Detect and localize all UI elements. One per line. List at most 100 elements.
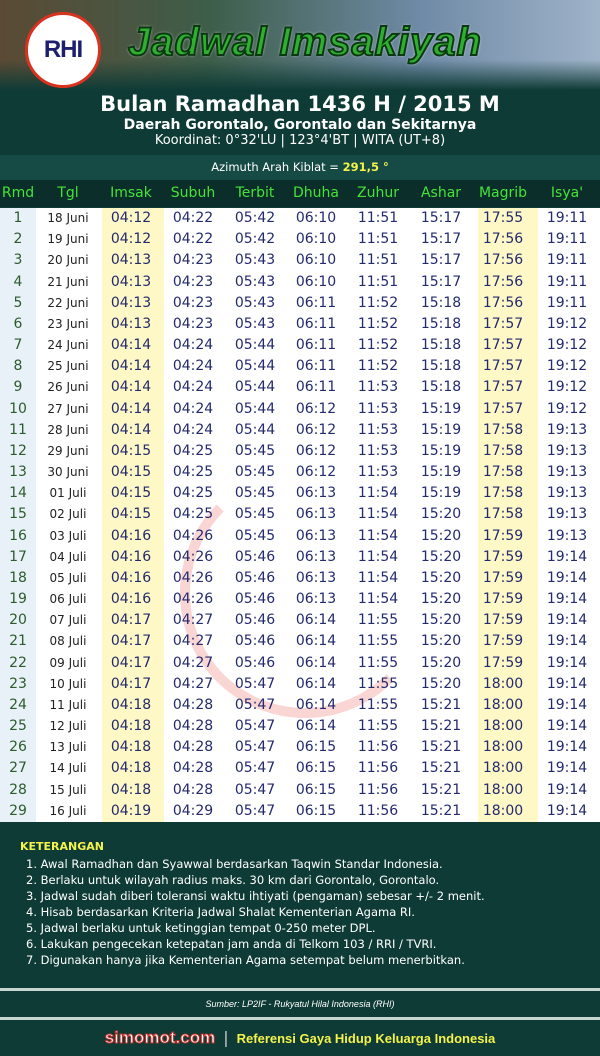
cell-isya: 19:13 [546,485,588,502]
cell-imsak: 04:16 [110,591,152,608]
cell-tgl: 14 Juli [49,761,87,776]
cell-rmd: 4 [0,271,36,293]
cell-isya: 19:14 [546,739,588,756]
cell-tgl: 04 Juli [49,549,87,564]
table-row: 24 11 Juli 04:18 04:28 05:47 06:14 11:55 15:21 1… [0,694,600,717]
cell-rmd: 2 [0,229,36,251]
cell-tgl: 08 Juli [49,634,87,649]
cell-subuh: 04:27 [172,675,214,692]
cell-ashar: 15:20 [420,527,462,544]
cell-tgl: 13 Juli [49,740,87,755]
cell-magrib: 18:00 [482,696,524,713]
schedule-table: 1 18 Juni 04:12 04:22 05:42 06:10 11:51 15:17 17… [0,208,600,822]
table-row: 19 06 Juli 04:16 04:26 05:46 06:13 11:54 15:20 1… [0,589,600,611]
cell-ashar: 15:17 [420,210,462,226]
cell-rmd: 3 [0,250,36,272]
cell-dhuha: 06:13 [295,527,337,544]
cell-isya: 19:14 [546,654,588,671]
cell-imsak: 04:14 [110,421,152,438]
cell-magrib: 17:58 [482,442,524,459]
cell-tgl: 06 Juli [49,592,87,607]
cell-rmd: 15 [0,504,36,526]
cell-dhuha: 06:13 [295,548,337,565]
cell-imsak: 04:12 [110,210,152,226]
cell-zuhur: 11:53 [357,379,399,396]
cell-isya: 19:11 [546,273,588,290]
cell-zuhur: 11:52 [357,358,399,375]
cell-imsak: 04:13 [110,294,152,311]
column-header: Ashar [420,185,462,201]
cell-dhuha: 06:14 [295,654,337,671]
cell-imsak: 04:13 [110,252,152,269]
cell-magrib: 17:59 [482,591,524,608]
cell-terbit: 05:44 [234,358,276,375]
cell-imsak: 04:16 [110,569,152,586]
cell-magrib: 18:00 [482,802,524,819]
cell-isya: 19:14 [546,781,588,798]
cell-rmd: 20 [0,610,36,632]
cell-terbit: 05:47 [234,739,276,756]
cell-tgl: 25 Juni [47,359,89,374]
cell-zuhur: 11:55 [357,696,399,713]
cell-dhuha: 06:12 [295,464,337,481]
table-row: 3 20 Juni 04:13 04:23 05:43 06:10 11:51 15:17 17… [0,250,600,272]
cell-isya: 19:12 [546,400,588,417]
cell-ashar: 15:20 [420,506,462,523]
cell-subuh: 04:27 [172,612,214,629]
cell-subuh: 04:26 [172,527,214,544]
cell-tgl: 18 Juni [47,211,89,225]
cell-ashar: 15:19 [420,464,462,481]
notes: KETERANGAN 1. Awal Ramadhan dan Syawwal … [0,826,600,986]
cell-subuh: 04:23 [172,252,214,269]
cell-ashar: 15:21 [420,696,462,713]
cell-rmd: 25 [0,716,36,738]
cell-terbit: 05:46 [234,569,276,586]
cell-dhuha: 06:13 [295,591,337,608]
note-item: 1. Awal Ramadhan dan Syawwal berdasarkan… [26,857,443,871]
cell-terbit: 05:44 [234,337,276,354]
cell-dhuha: 06:10 [295,231,337,248]
cell-zuhur: 11:52 [357,315,399,332]
azimuth-value: 291,5 ° [342,160,389,174]
cell-tgl: 16 Juli [49,803,87,818]
table-row: 26 13 Juli 04:18 04:28 05:47 06:15 11:56 15:21 1… [0,737,600,759]
logo-text: RHI [43,36,83,63]
rhi-logo: RHI [25,12,101,88]
cell-magrib: 17:55 [482,210,524,226]
column-header: Isya' [550,185,584,201]
cell-zuhur: 11:51 [357,210,399,226]
cell-rmd: 19 [0,589,36,611]
cell-tgl: 20 Juni [47,253,89,268]
cell-terbit: 05:46 [234,633,276,650]
cell-rmd: 11 [0,419,36,441]
cell-tgl: 03 Juli [49,528,87,543]
tagline: Referensi Gaya Hidup Keluarga Indonesia [236,1031,496,1046]
site-link[interactable]: simomot.com [104,1028,216,1048]
cell-terbit: 05:46 [234,654,276,671]
cell-terbit: 05:43 [234,294,276,311]
table-row: 12 29 Juni 04:15 04:25 05:45 06:12 11:53 15:19 1… [0,440,600,463]
cell-zuhur: 11:54 [357,548,399,565]
cell-ashar: 15:19 [420,421,462,438]
cell-zuhur: 11:54 [357,569,399,586]
cell-dhuha: 06:11 [295,337,337,354]
cell-magrib: 17:59 [482,569,524,586]
cell-tgl: 09 Juli [49,655,87,670]
cell-dhuha: 06:14 [295,718,337,735]
cell-terbit: 05:47 [234,696,276,713]
cell-imsak: 04:18 [110,739,152,756]
cell-tgl: 21 Juni [47,274,89,289]
table-row: 2 19 Juni 04:12 04:22 05:42 06:10 11:51 15:17 17… [0,229,600,251]
cell-terbit: 05:47 [234,760,276,777]
cell-imsak: 04:18 [110,781,152,798]
cell-terbit: 05:47 [234,781,276,798]
note-item: 5. Jadwal berlaku untuk ketinggian tempa… [26,921,376,935]
cell-dhuha: 06:15 [295,760,337,777]
magrib-highlight [478,208,538,822]
cell-zuhur: 11:51 [357,231,399,248]
cell-subuh: 04:24 [172,358,214,375]
column-header: Zuhur [357,185,399,201]
azimuth-label: Azimuth Arah Kiblat = [211,160,343,174]
cell-zuhur: 11:52 [357,294,399,311]
cell-magrib: 17:59 [482,612,524,629]
